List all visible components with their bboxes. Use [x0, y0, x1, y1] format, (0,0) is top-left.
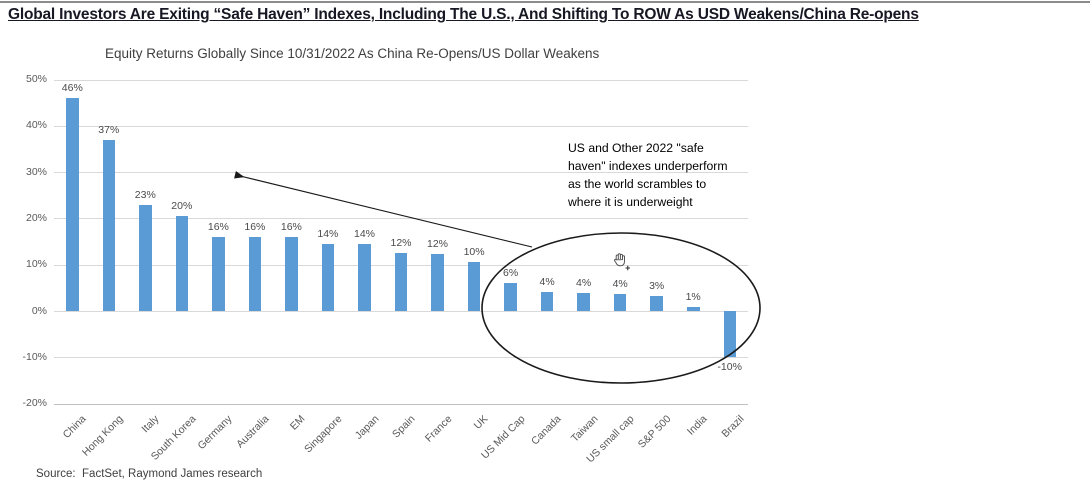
y-axis-tick-label: 50% [25, 73, 47, 85]
bar [650, 296, 663, 311]
bar [139, 204, 152, 311]
y-axis-tick-label: 30% [25, 165, 47, 178]
bar [66, 98, 79, 311]
gridline [54, 218, 748, 220]
bar [504, 283, 517, 311]
chart-title: Equity Returns Globally Since 10/31/2022… [105, 46, 600, 61]
y-axis-tick-label: 40% [25, 119, 47, 132]
bar [175, 216, 189, 311]
bar [358, 243, 371, 311]
y-axis-tick-label: 10% [25, 258, 47, 271]
gridline [54, 403, 748, 405]
y-axis-tick-label: 20% [25, 211, 47, 224]
bar [394, 253, 408, 311]
y-axis-tick-label: -20% [22, 397, 47, 410]
gridline [54, 125, 748, 127]
bar-value-label: 23% [134, 188, 156, 201]
gridline [54, 311, 748, 312]
bar-value-label: 37% [98, 123, 120, 136]
gridline [54, 357, 748, 359]
bar [577, 292, 590, 311]
bar [613, 293, 627, 311]
bar-value-label: -10% [717, 361, 742, 374]
pan-hand-cursor [614, 253, 630, 271]
bar [431, 254, 444, 311]
bar-value-label: 1% [685, 290, 701, 303]
headline: Global Investors Are Exiting “Safe Haven… [8, 6, 919, 23]
gridline [54, 172, 748, 174]
y-axis-tick-label: 0% [31, 304, 47, 317]
bar-value-label: 46% [61, 82, 83, 94]
bar [540, 291, 554, 311]
bar [102, 139, 115, 311]
bar-value-label: 10% [463, 246, 485, 259]
bar-value-label: 16% [207, 220, 229, 233]
y-axis-tick-label: -10% [22, 350, 47, 363]
bar [467, 262, 481, 311]
bar [723, 311, 736, 358]
bar-value-label: 20% [171, 200, 193, 213]
bar [687, 306, 700, 311]
source-note: Source: FactSet, Raymond James research [36, 468, 263, 480]
top-divider [0, 1, 1090, 3]
bar [321, 243, 335, 311]
bar [248, 236, 262, 311]
annotation-text: US and Other 2022 "safe haven" indexes u… [568, 141, 728, 209]
bar [285, 236, 298, 311]
bar [212, 236, 225, 311]
gridline [54, 79, 748, 81]
